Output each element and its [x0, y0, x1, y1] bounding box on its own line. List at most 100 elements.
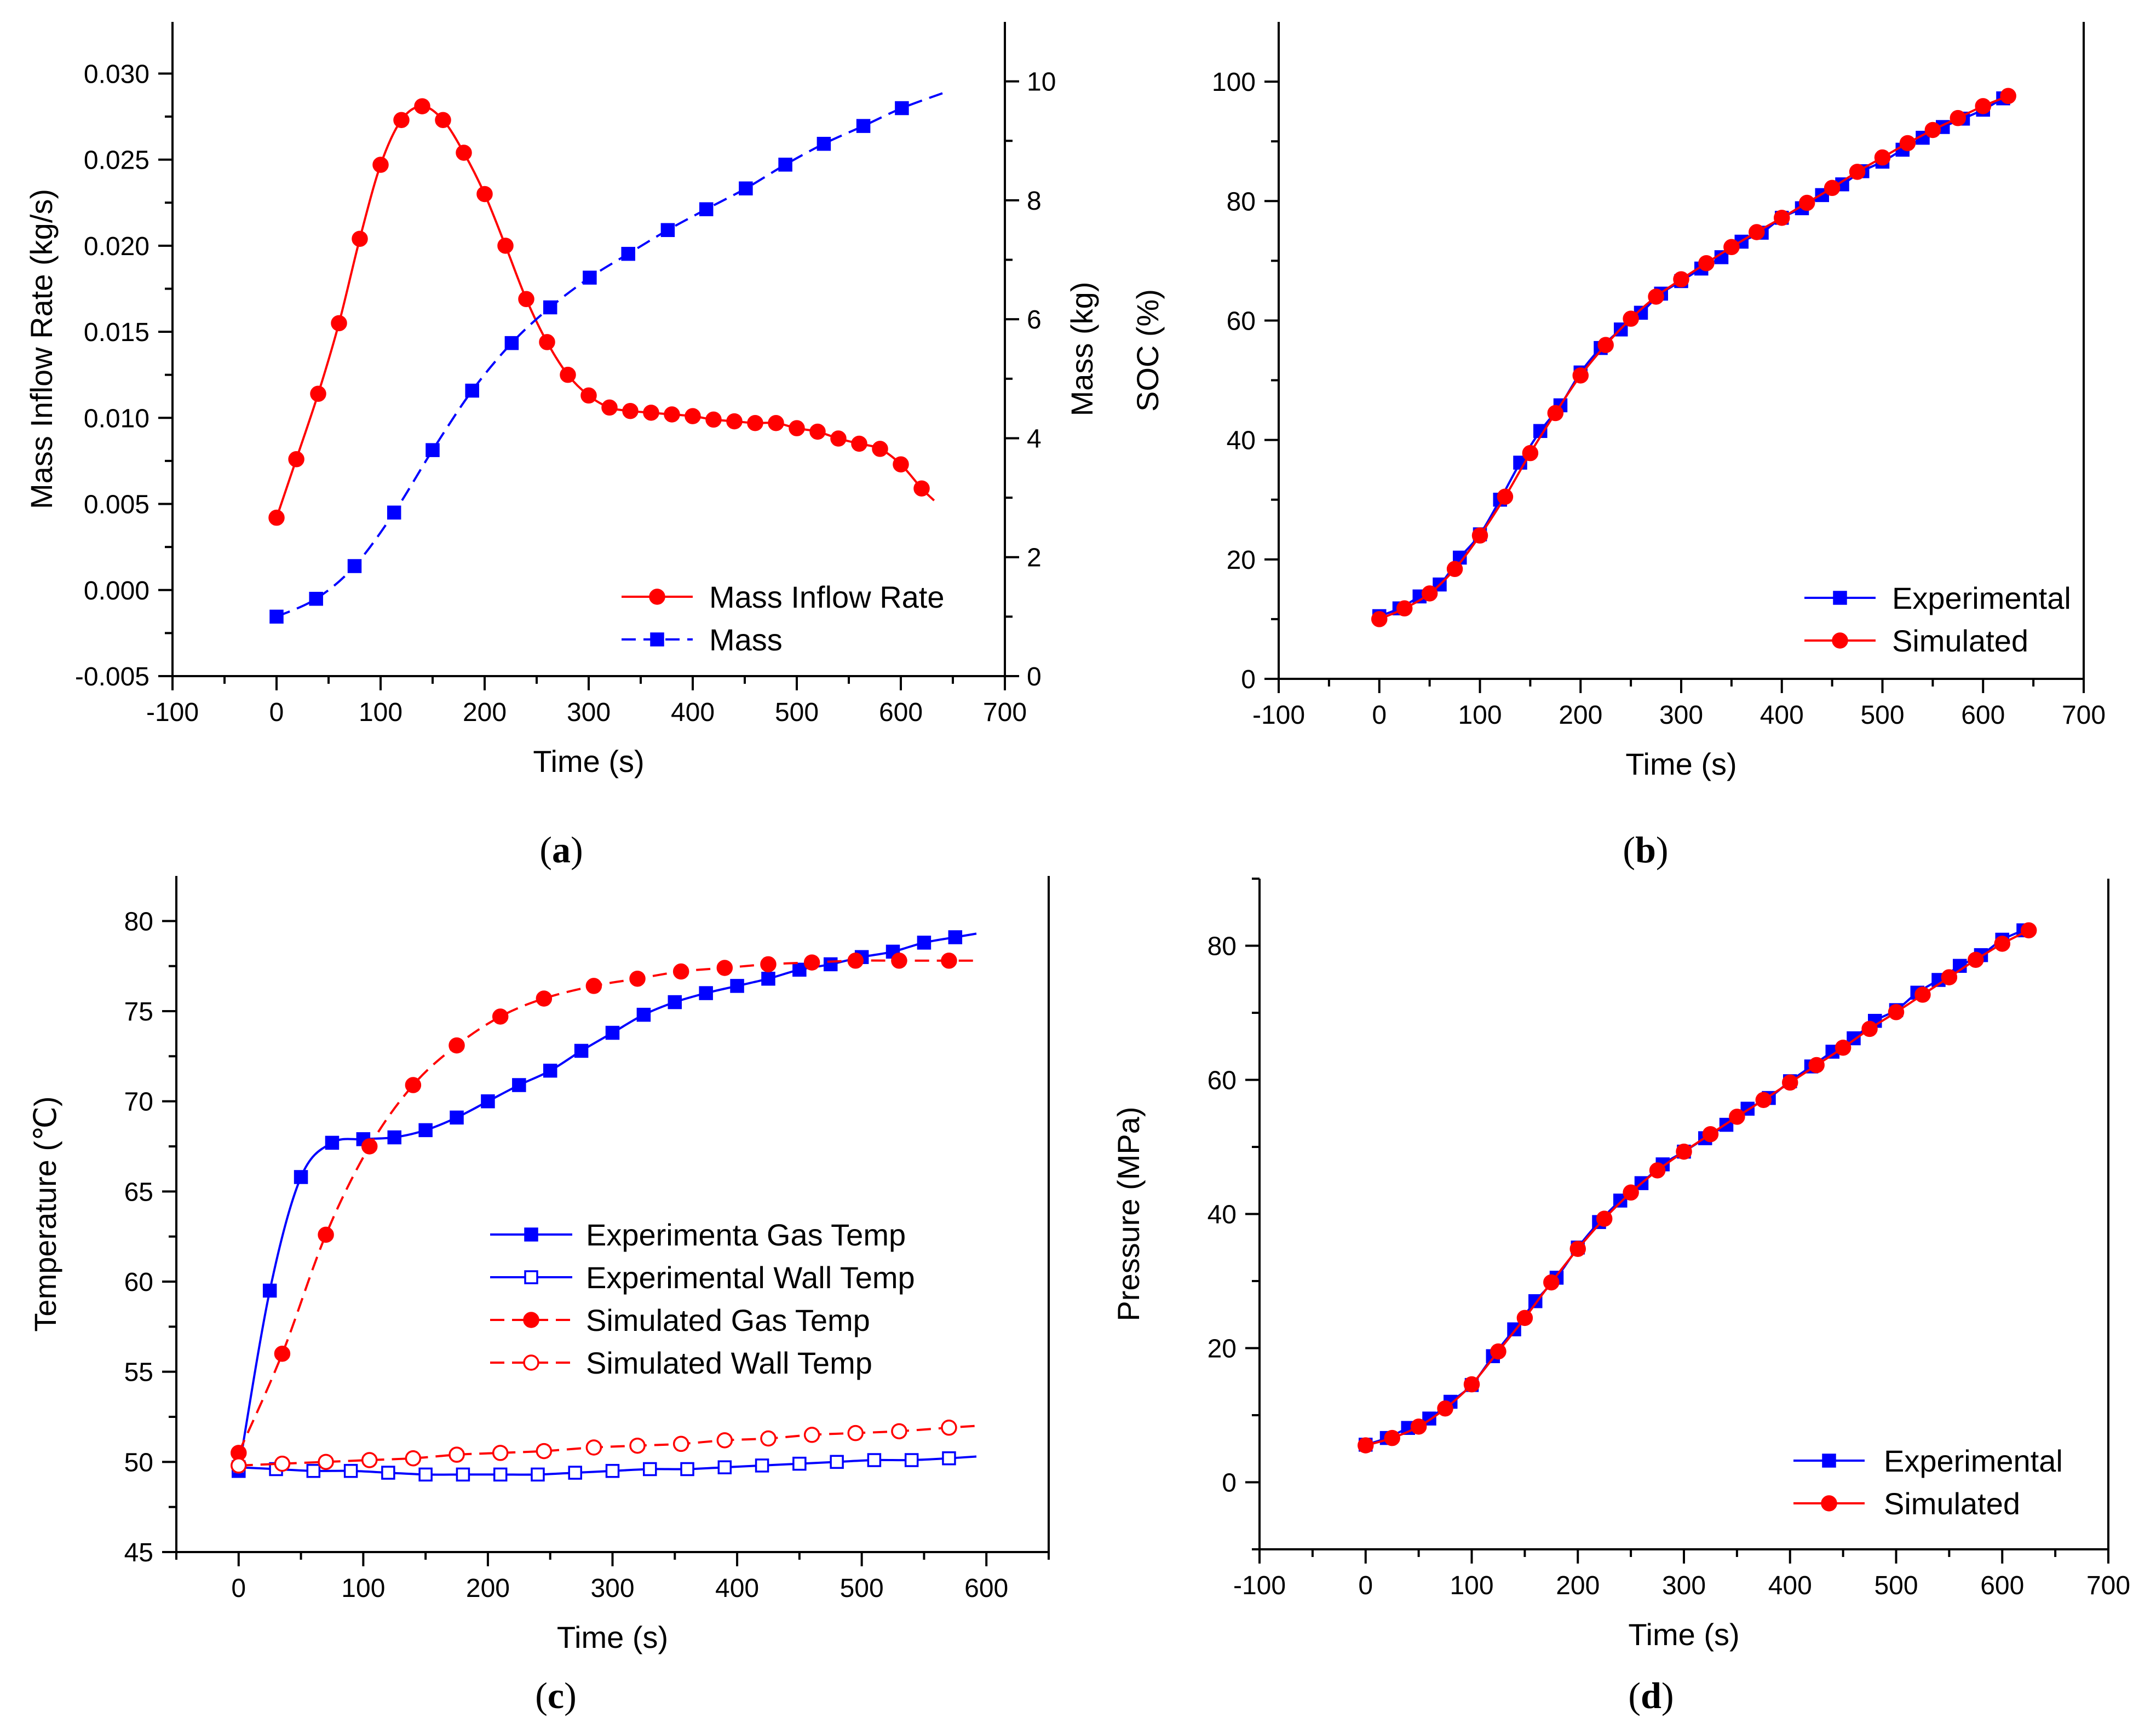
- data-point: [1874, 149, 1891, 166]
- chart-panel-c: 0 100 200 300 400 500 600 45 50 55 60 65 70 75 80 Time …: [28, 876, 1050, 1716]
- data-point: [847, 953, 864, 969]
- data-point: [1702, 1126, 1719, 1143]
- data-point: [941, 1420, 957, 1436]
- legend-marker: [1821, 1495, 1837, 1512]
- data-point: [636, 1007, 651, 1022]
- data-point: [893, 456, 909, 472]
- legend-label: Simulated: [1892, 624, 2028, 658]
- y-tick-label: 40: [1227, 426, 1256, 455]
- data-point: [1543, 1274, 1560, 1291]
- data-point: [847, 1424, 864, 1441]
- y-tick-label: 60: [1208, 1066, 1237, 1095]
- data-point: [331, 315, 347, 332]
- series-experimental-wall-temp: [232, 1451, 977, 1482]
- data-point: [580, 387, 597, 404]
- data-point: [824, 957, 838, 972]
- y-right-tick-label: 6: [1027, 305, 1042, 334]
- data-point: [492, 1008, 509, 1025]
- panel-label-open: (: [1628, 1675, 1641, 1716]
- data-point: [1596, 1210, 1613, 1227]
- data-point: [856, 119, 871, 133]
- y-tick-label: 0.000: [84, 576, 150, 605]
- data-point: [274, 1345, 291, 1362]
- legend-entry: Experimental: [1793, 1444, 2063, 1478]
- data-point: [817, 136, 831, 151]
- y-tick-label: 65: [124, 1178, 153, 1207]
- data-point: [699, 986, 713, 1000]
- data-point: [1888, 1004, 1905, 1020]
- x-tick-label: -100: [146, 698, 199, 727]
- data-point: [1649, 1162, 1666, 1179]
- y-tick-label: 80: [1227, 187, 1256, 216]
- data-point: [622, 402, 639, 419]
- data-point: [1410, 1418, 1427, 1435]
- data-point: [405, 1077, 422, 1093]
- data-point: [1673, 271, 1689, 287]
- panel-label-close: ): [571, 829, 583, 870]
- data-point: [306, 1464, 321, 1478]
- data-point: [1384, 1429, 1400, 1446]
- data-point: [405, 1450, 422, 1467]
- y-tick-label: 0.030: [84, 60, 150, 89]
- legend-entry: Experimental Wall Temp: [490, 1260, 915, 1295]
- y-tick-label: 20: [1208, 1335, 1237, 1364]
- legend-label: Experimenta Gas Temp: [586, 1218, 906, 1252]
- data-point: [1371, 611, 1388, 627]
- panel-label-letter: c: [548, 1675, 564, 1716]
- x-tick-label: 300: [590, 1574, 634, 1603]
- x-tick-label: 100: [1458, 701, 1502, 730]
- data-point: [583, 270, 597, 285]
- data-point: [803, 954, 820, 971]
- y-tick-label: 100: [1212, 68, 1256, 97]
- y-right-tick-label: 4: [1027, 424, 1042, 453]
- data-point: [660, 223, 675, 237]
- data-point: [643, 405, 659, 421]
- data-point: [418, 1467, 433, 1482]
- y-tick-label: 45: [124, 1538, 153, 1567]
- y-tick-label: 80: [124, 907, 153, 936]
- data-point: [1623, 1184, 1639, 1201]
- legend-label: Mass Inflow Rate: [709, 580, 945, 614]
- data-point: [465, 383, 479, 398]
- panel-label: (a): [539, 829, 583, 870]
- data-point: [262, 1283, 277, 1298]
- data-point: [504, 336, 519, 350]
- data-point: [760, 1430, 777, 1447]
- data-point: [1396, 600, 1413, 617]
- data-point: [347, 559, 362, 573]
- data-point: [717, 1460, 732, 1474]
- data-point: [318, 1454, 334, 1470]
- data-point: [1437, 1400, 1453, 1417]
- data-point: [948, 930, 963, 944]
- data-point: [1774, 210, 1790, 226]
- data-point: [792, 962, 807, 977]
- x-tick-label: 0: [231, 1574, 246, 1603]
- x-tick-label: -100: [1233, 1571, 1286, 1600]
- legend-marker: [650, 632, 664, 647]
- data-point: [1849, 164, 1866, 180]
- data-point: [294, 1170, 308, 1184]
- legend-entry: Simulated: [1804, 624, 2028, 658]
- data-point: [387, 505, 401, 520]
- legend-entry: Experimental: [1804, 581, 2071, 615]
- x-tick-label: 0: [1372, 701, 1387, 730]
- data-point: [778, 157, 792, 172]
- data-point: [730, 979, 744, 993]
- data-point: [476, 186, 493, 203]
- series-experimental: [1372, 91, 2010, 624]
- data-point: [726, 413, 743, 430]
- data-point: [716, 960, 733, 976]
- series-experimenta-gas-temp: [232, 930, 977, 1478]
- x-tick-label: 500: [775, 698, 819, 727]
- data-point: [310, 385, 326, 402]
- y-right-tick-label: 0: [1027, 662, 1042, 691]
- legend-label: Simulated: [1884, 1486, 2020, 1521]
- data-point: [1446, 561, 1463, 578]
- legend-marker: [524, 1227, 538, 1242]
- series-line: [1365, 929, 2029, 1447]
- data-point: [601, 399, 618, 416]
- data-point: [867, 1453, 882, 1467]
- data-point: [739, 181, 753, 195]
- chart-panel-a: -100 0 100 200 300 400 500 600 700-0.0050.0000.0…: [24, 22, 1099, 870]
- data-point: [664, 406, 680, 423]
